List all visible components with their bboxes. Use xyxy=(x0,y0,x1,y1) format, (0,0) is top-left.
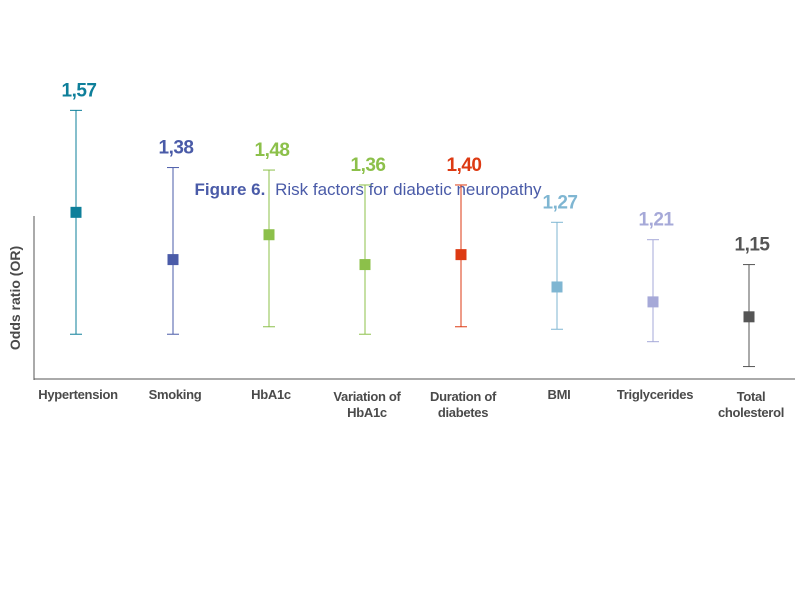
y-axis-label: Odds ratio (OR) xyxy=(7,246,23,350)
odds-ratio-marker xyxy=(167,254,179,266)
data-point-group: 1,21 Triglycerides xyxy=(617,210,694,402)
odds-ratio-marker xyxy=(70,206,82,218)
value-label: 1,38 xyxy=(159,138,194,159)
data-point-group: 1,15 Total cholesterol xyxy=(718,235,784,420)
chart-title: Figure 6. Risk factors for diabetic neur… xyxy=(194,180,542,199)
chart-marks: 1,57 Hypertension 1,38 Smoking 1,48 HbA1c 1,36… xyxy=(38,80,784,420)
data-point-group: 1,38 Smoking xyxy=(149,138,202,402)
odds-ratio-marker xyxy=(455,249,467,261)
odds-ratio-marker xyxy=(359,259,371,271)
data-point-group: 1,36 Variation of HbA1c xyxy=(333,155,401,420)
value-label: 1,40 xyxy=(447,155,482,176)
category-label: HbA1c xyxy=(251,387,291,402)
category-label: Variation of HbA1c xyxy=(333,389,401,420)
value-label: 1,48 xyxy=(255,140,290,161)
data-point-group: 1,27 BMI xyxy=(543,192,578,402)
odds-ratio-marker xyxy=(551,281,563,293)
category-label: Duration of diabetes xyxy=(430,389,497,420)
odds-ratio-marker xyxy=(647,296,659,308)
category-label: BMI xyxy=(548,387,571,402)
chart-title-prefix: Figure 6. xyxy=(194,180,265,199)
value-label: 1,15 xyxy=(735,235,771,256)
value-label: 1,36 xyxy=(351,155,386,176)
category-label: Triglycerides xyxy=(617,387,693,402)
category-label: Total cholesterol xyxy=(718,389,784,420)
value-label: 1,21 xyxy=(639,210,675,231)
odds-ratio-marker xyxy=(743,311,755,323)
category-label: Hypertension xyxy=(38,387,118,402)
value-label: 1,27 xyxy=(543,192,578,213)
data-point-group: 1,48 HbA1c xyxy=(251,140,291,402)
odds-ratio-marker xyxy=(263,229,275,241)
category-label: Smoking xyxy=(149,387,202,402)
value-label: 1,57 xyxy=(62,80,97,101)
chart-title-text: Risk factors for diabetic neuropathy xyxy=(275,180,542,199)
data-point-group: 1,40 Duration of diabetes xyxy=(430,155,497,420)
data-point-group: 1,57 Hypertension xyxy=(38,80,118,402)
